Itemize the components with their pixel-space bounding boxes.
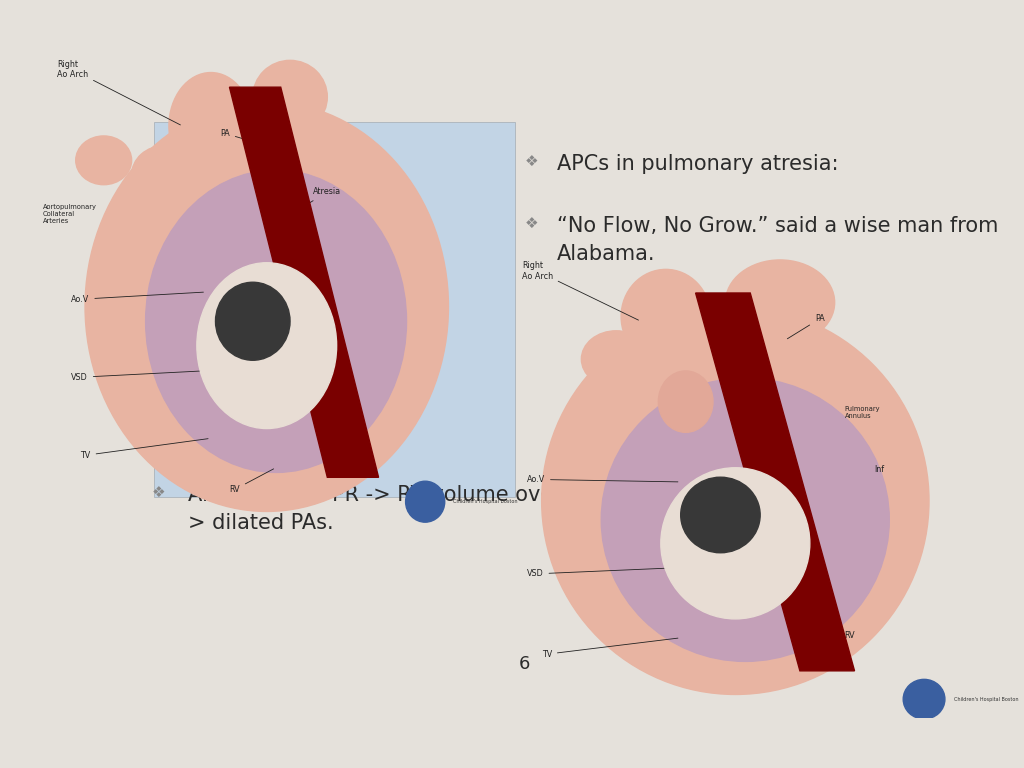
- Text: Atresia: Atresia: [302, 187, 341, 207]
- Text: Right
Ao Arch: Right Ao Arch: [522, 261, 639, 320]
- Text: Aortopulmonary
Collateral
Arteries: Aortopulmonary Collateral Arteries: [43, 204, 97, 224]
- Circle shape: [903, 680, 945, 719]
- Text: Children's Hospital Boston: Children's Hospital Boston: [954, 697, 1018, 702]
- Ellipse shape: [601, 378, 889, 661]
- Text: PA: PA: [220, 129, 264, 145]
- Bar: [155, 122, 515, 497]
- Ellipse shape: [622, 270, 711, 364]
- Text: Absent PV -> PR -> RV volume overload -
> dilated PAs.: Absent PV -> PR -> RV volume overload - …: [187, 485, 621, 534]
- Ellipse shape: [76, 136, 132, 185]
- Circle shape: [215, 283, 290, 360]
- Polygon shape: [229, 88, 379, 478]
- Text: ❖: ❖: [152, 485, 165, 501]
- Ellipse shape: [145, 170, 407, 472]
- Text: 6: 6: [519, 655, 530, 673]
- Text: Children's Hospital Boston: Children's Hospital Boston: [453, 499, 517, 505]
- Text: Right
Ao Arch: Right Ao Arch: [57, 60, 180, 125]
- Ellipse shape: [253, 61, 328, 134]
- Ellipse shape: [169, 72, 253, 180]
- Ellipse shape: [582, 331, 651, 388]
- Text: APCs in pulmonary atresia:: APCs in pulmonary atresia:: [557, 154, 838, 174]
- Text: PA: PA: [787, 314, 824, 339]
- Text: Ao.V: Ao.V: [71, 292, 204, 304]
- Ellipse shape: [660, 468, 810, 619]
- Text: RV: RV: [807, 631, 855, 655]
- Ellipse shape: [132, 146, 197, 204]
- Circle shape: [406, 482, 444, 522]
- Ellipse shape: [85, 102, 449, 511]
- Text: ❖: ❖: [524, 154, 538, 169]
- Text: Ao.V: Ao.V: [526, 475, 678, 484]
- Circle shape: [681, 477, 760, 553]
- Text: TV: TV: [542, 638, 678, 659]
- Text: TV: TV: [80, 439, 208, 460]
- Text: VSD: VSD: [71, 370, 217, 382]
- Polygon shape: [695, 293, 854, 671]
- Ellipse shape: [197, 263, 337, 429]
- Ellipse shape: [725, 260, 835, 345]
- Text: Inf: Inf: [874, 465, 885, 475]
- Text: VSD: VSD: [526, 567, 693, 578]
- Text: Pulmonary
Annulus: Pulmonary Annulus: [845, 406, 880, 419]
- Text: RV: RV: [229, 468, 273, 494]
- Text: “No Flow, No Grow.” said a wise man from
Alabama.: “No Flow, No Grow.” said a wise man from…: [557, 217, 998, 264]
- Ellipse shape: [658, 371, 713, 432]
- Text: ❖: ❖: [524, 217, 538, 231]
- Ellipse shape: [542, 307, 929, 694]
